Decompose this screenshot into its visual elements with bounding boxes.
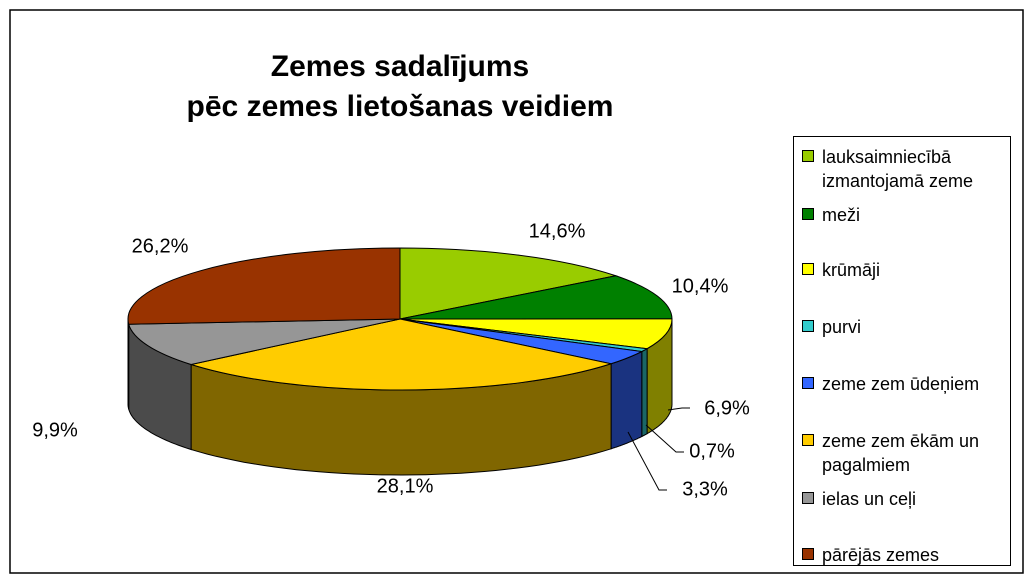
data-label: 10,4%: [672, 275, 729, 297]
legend-swatch: [802, 377, 814, 389]
slice-side: [127, 319, 130, 410]
slice: [189, 318, 613, 391]
data-label: 3,3%: [682, 478, 728, 500]
data-label: 14,6%: [529, 220, 586, 242]
slice: [399, 275, 673, 320]
legend-item: lauksaimniecībā izmantojamā zeme: [802, 145, 1007, 193]
legend-label: zeme zem ēkām un pagalmiem: [822, 431, 980, 475]
chart-title: pēc zemes lietošanas veidiem: [187, 90, 614, 123]
legend-item: zeme zem ūdeņiem: [802, 372, 1007, 396]
legend-label: purvi: [822, 317, 862, 337]
legend-item: ielas un ceļi: [802, 487, 1007, 511]
legend-item: krūmāji: [802, 258, 1007, 282]
slice: [399, 318, 673, 350]
data-label: 26,2%: [132, 235, 189, 257]
slice-side: [610, 350, 643, 450]
legend-label: lauksaimniecībā izmantojamā zeme: [822, 147, 974, 191]
slice: [127, 247, 401, 325]
slice: [399, 247, 618, 320]
leader-line: [667, 407, 690, 411]
legend-item: meži: [802, 203, 1007, 227]
leader-line: [645, 424, 684, 453]
legend-swatch: [802, 150, 814, 162]
chart-title: Zemes sadalījums: [271, 50, 529, 83]
legend-swatch: [802, 434, 814, 446]
legend-label: pārējās zemes: [822, 545, 940, 565]
leader-line: [627, 431, 667, 491]
legend-swatch: [802, 492, 814, 504]
legend-swatch: [802, 263, 814, 275]
legend-item: pārējās zemes: [802, 543, 1007, 567]
legend-item: purvi: [802, 315, 1007, 339]
legend-swatch: [802, 548, 814, 560]
slice-side: [641, 347, 648, 438]
legend: lauksaimniecībā izmantojamā zeme meži krūm…: [793, 136, 1011, 566]
slice: [128, 318, 401, 365]
data-label: 9,9%: [32, 419, 78, 441]
legend-swatch: [802, 320, 814, 332]
legend-label: zeme zem ūdeņiem: [822, 374, 980, 394]
data-label: 0,7%: [689, 440, 735, 462]
data-label: 28,1%: [377, 475, 434, 497]
legend-item: zeme zem ēkām un pagalmiem: [802, 429, 1007, 477]
legend-swatch: [802, 208, 814, 220]
legend-label: meži: [822, 205, 861, 225]
legend-label: ielas un ceļi: [822, 489, 917, 509]
legend-label: krūmāji: [822, 260, 881, 280]
data-label: 6,9%: [704, 397, 750, 419]
